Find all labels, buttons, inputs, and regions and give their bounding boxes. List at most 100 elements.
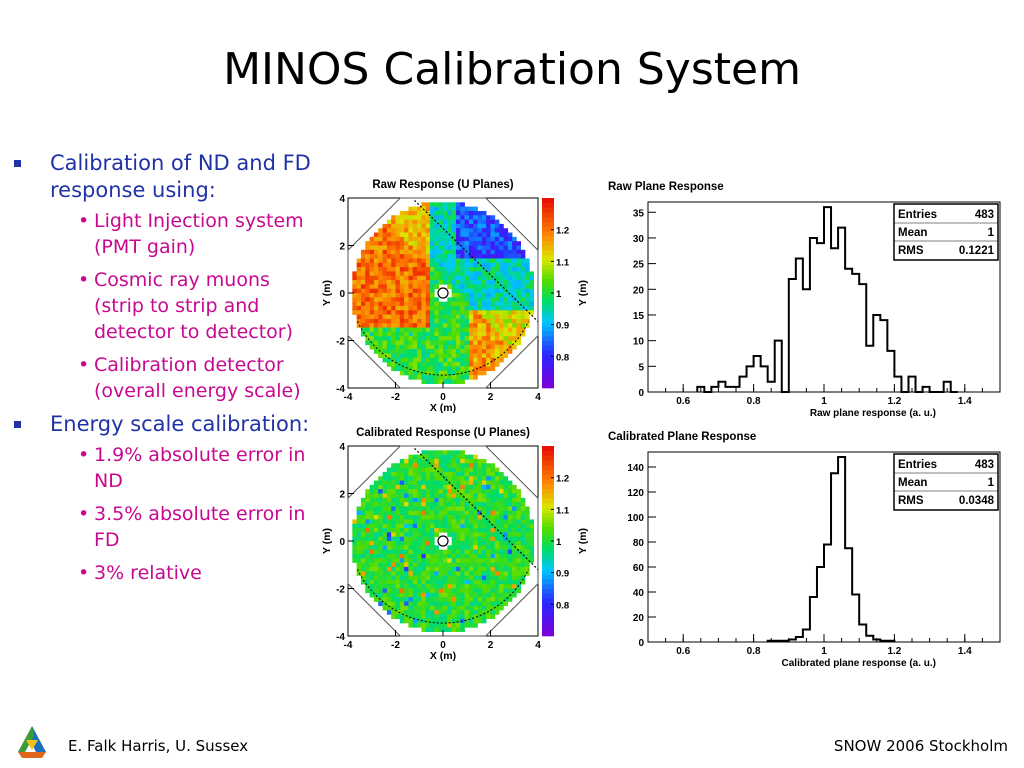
heatmap-cell bbox=[438, 210, 444, 216]
heatmap-cell bbox=[404, 566, 409, 572]
heatmap-cell bbox=[369, 493, 375, 499]
x-tick-label: -2 bbox=[391, 640, 400, 651]
heatmap-cell bbox=[382, 297, 388, 302]
heatmap-cell bbox=[443, 206, 448, 212]
heatmap-cell bbox=[468, 236, 474, 242]
heatmap-cell bbox=[455, 375, 461, 380]
heatmap-cell bbox=[373, 497, 379, 503]
heatmap-cell bbox=[464, 293, 470, 298]
heatmap-cell bbox=[486, 571, 491, 576]
heatmap-cell bbox=[443, 623, 448, 628]
heatmap-cell bbox=[490, 344, 496, 350]
heatmap-cell bbox=[507, 254, 513, 259]
heatmap-cell bbox=[525, 305, 530, 311]
heatmap-cell bbox=[378, 288, 383, 294]
heatmap-cell bbox=[430, 480, 435, 486]
heatmap-cell bbox=[455, 562, 461, 568]
heatmap-cell bbox=[512, 558, 517, 563]
raw-response-heatmap: Raw Response (U Planes)420-2-4-4 -2 0 2 4X (… bbox=[321, 179, 589, 414]
heatmap-cell bbox=[494, 301, 500, 307]
heatmap-cell bbox=[408, 618, 414, 624]
heatmap-cell bbox=[481, 553, 487, 559]
heatmap-cell bbox=[481, 267, 487, 272]
heatmap-cell bbox=[464, 510, 470, 516]
heatmap-cell bbox=[382, 584, 388, 589]
heatmap-cell bbox=[369, 284, 375, 289]
heatmap-cell bbox=[391, 301, 396, 307]
heatmap-cell bbox=[520, 532, 526, 537]
heatmap-cell bbox=[356, 553, 362, 559]
heatmap-cell bbox=[438, 484, 444, 490]
heatmap-cell bbox=[421, 605, 427, 611]
heatmap-cell bbox=[499, 553, 504, 559]
heatmap-cell bbox=[382, 605, 388, 611]
heatmap-cell bbox=[421, 267, 427, 272]
heatmap-cell bbox=[507, 232, 513, 238]
heatmap-cell bbox=[460, 275, 465, 281]
heatmap-cell bbox=[434, 366, 439, 372]
heatmap-cell bbox=[425, 327, 431, 333]
heatmap-cell bbox=[365, 310, 370, 315]
heatmap-cell bbox=[499, 249, 504, 255]
heatmap-cell bbox=[382, 558, 388, 563]
heatmap-cell bbox=[455, 249, 461, 255]
heatmap-cell bbox=[464, 353, 470, 359]
heatmap-cell bbox=[378, 562, 383, 568]
colorbar-cell bbox=[542, 512, 554, 518]
heatmap-cell bbox=[434, 228, 439, 233]
heatmap-cell bbox=[443, 275, 448, 281]
heatmap-cell bbox=[460, 271, 465, 277]
heatmap-cell bbox=[486, 506, 491, 512]
heatmap-cell bbox=[412, 588, 418, 594]
heatmap-cell bbox=[464, 575, 470, 581]
heatmap-cell bbox=[525, 301, 530, 307]
heatmap-cell bbox=[516, 288, 522, 294]
heatmap-cell bbox=[412, 241, 418, 246]
heatmap-cell bbox=[373, 280, 379, 285]
heatmap-cell bbox=[395, 519, 401, 525]
heatmap-cell bbox=[395, 579, 401, 585]
heatmap-cell bbox=[525, 523, 530, 529]
heatmap-cell bbox=[434, 331, 439, 337]
heatmap-cell bbox=[516, 293, 522, 298]
heatmap-cell bbox=[499, 515, 504, 520]
heatmap-cell bbox=[378, 336, 383, 341]
heatmap-cell bbox=[421, 219, 427, 225]
heatmap-cell bbox=[512, 297, 517, 302]
heatmap-cell bbox=[473, 370, 478, 376]
heatmap-cell bbox=[391, 579, 396, 585]
heatmap-cell bbox=[386, 575, 392, 581]
heatmap-cell bbox=[455, 280, 461, 285]
heatmap-cell bbox=[360, 558, 366, 563]
heatmap-cell bbox=[417, 249, 422, 255]
heatmap-cell bbox=[490, 340, 496, 346]
heatmap-cell bbox=[525, 566, 530, 572]
heatmap-cell bbox=[451, 245, 457, 251]
heatmap-cell bbox=[486, 353, 491, 359]
heatmap-cell bbox=[486, 249, 491, 255]
dot-bullet-icon: • bbox=[78, 503, 90, 525]
heatmap-cell bbox=[417, 562, 422, 568]
heatmap-cell bbox=[421, 558, 427, 563]
heatmap-cell bbox=[421, 284, 427, 289]
heatmap-cell bbox=[399, 362, 405, 367]
heatmap-cell bbox=[477, 297, 483, 302]
heatmap-cell bbox=[477, 210, 483, 216]
heatmap-cell bbox=[460, 215, 465, 220]
heatmap-cell bbox=[360, 310, 366, 315]
heatmap-cell bbox=[360, 249, 366, 255]
heatmap-cell bbox=[421, 366, 427, 372]
heatmap-cell bbox=[404, 357, 409, 363]
heatmap-cell bbox=[455, 228, 461, 233]
heatmap-cell bbox=[443, 245, 448, 251]
heatmap-cell bbox=[460, 202, 465, 207]
heatmap-cell bbox=[447, 206, 452, 212]
heatmap-cell bbox=[373, 340, 379, 346]
heatmap-cell bbox=[417, 463, 422, 468]
heatmap-cell bbox=[399, 271, 405, 277]
heatmap-cell bbox=[438, 323, 444, 328]
heatmap-cell bbox=[468, 362, 474, 367]
heatmap-cell bbox=[451, 215, 457, 220]
heatmap-cell bbox=[477, 314, 483, 320]
heatmap-cell bbox=[468, 219, 474, 225]
